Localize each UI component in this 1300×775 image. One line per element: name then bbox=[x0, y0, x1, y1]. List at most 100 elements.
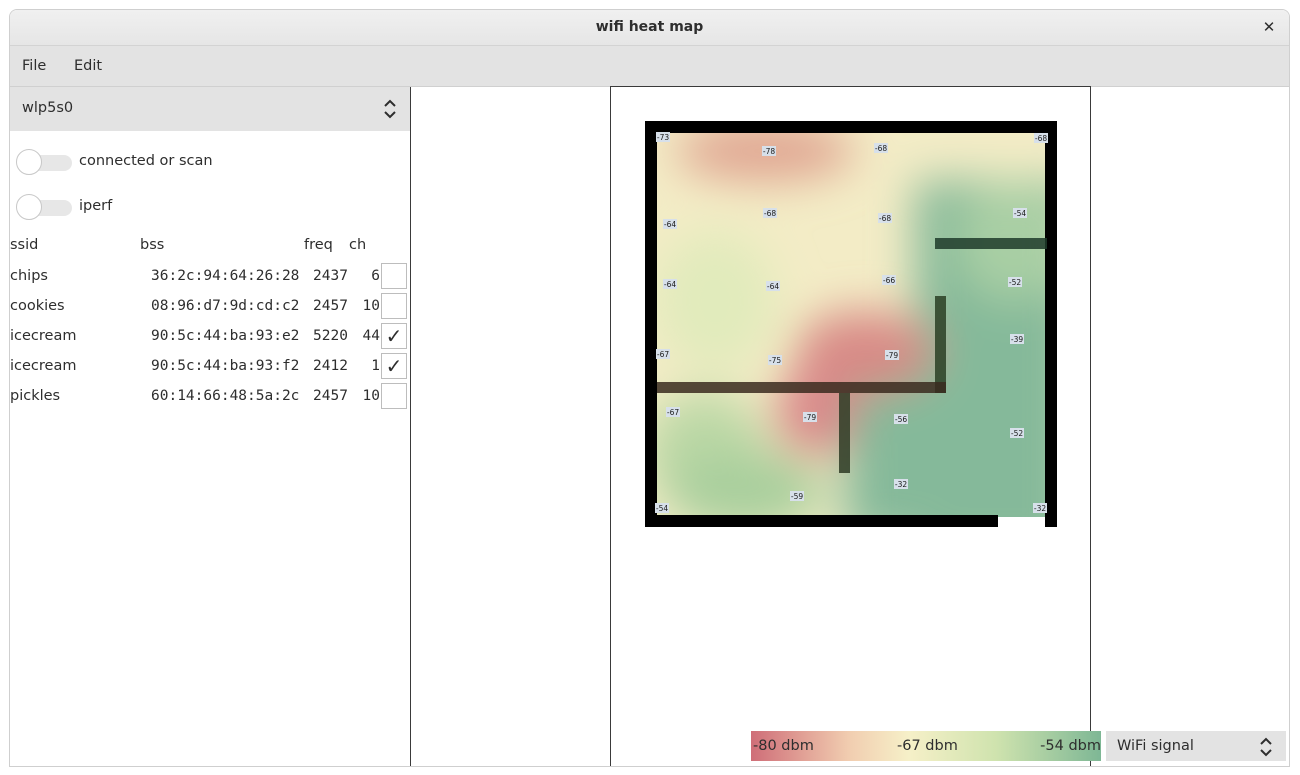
legend-mid-label: -67 dbm bbox=[897, 738, 958, 754]
channel-cell: 1 bbox=[371, 358, 380, 374]
ssid-cell: cookies bbox=[10, 298, 65, 314]
interface-select-value: wlp5s0 bbox=[22, 100, 74, 116]
channel-cell: 44 bbox=[362, 328, 380, 344]
connected-or-scan-label: connected or scan bbox=[79, 153, 213, 169]
signal-reading-label: -68 bbox=[874, 143, 888, 153]
ssid-cell: icecream bbox=[10, 328, 77, 344]
app-window: wifi heat map ✕ File Edit wlp5s0 connect… bbox=[9, 9, 1290, 767]
bss-cell: 60:14:66:48:5a:2c bbox=[151, 388, 300, 404]
signal-legend: -80 dbm -67 dbm -54 dbm bbox=[751, 731, 1101, 761]
table-row[interactable]: chips 36:2c:94:64:26:28 2437 6 bbox=[10, 261, 410, 291]
toggle-knob bbox=[16, 194, 42, 220]
floorplan-canvas[interactable]: -73 -78 -68 -68 -64 -68 -68 -54 -64 -64 -66 -52 -67 -… bbox=[610, 86, 1091, 766]
svg-text:-68: -68 bbox=[1035, 134, 1047, 143]
signal-reading-label: -32 bbox=[1033, 503, 1047, 513]
svg-text:-67: -67 bbox=[657, 350, 669, 359]
signal-reading-label: -79 bbox=[803, 412, 817, 422]
bss-cell: 36:2c:94:64:26:28 bbox=[151, 268, 300, 284]
select-checkbox[interactable] bbox=[381, 293, 407, 319]
signal-reading-label: -64 bbox=[663, 279, 677, 289]
signal-reading-label: -75 bbox=[768, 355, 782, 365]
svg-text:-54: -54 bbox=[656, 504, 668, 513]
channel-cell: 10 bbox=[362, 298, 380, 314]
signal-reading-label: -52 bbox=[1008, 277, 1022, 287]
signal-reading-label: -32 bbox=[894, 479, 908, 489]
connected-or-scan-toggle[interactable] bbox=[16, 149, 72, 175]
select-checkbox[interactable]: ✓ bbox=[381, 353, 407, 379]
svg-text:-39: -39 bbox=[1011, 335, 1023, 344]
svg-text:-78: -78 bbox=[763, 147, 775, 156]
signal-reading-label: -67 bbox=[666, 407, 680, 417]
bss-cell: 90:5c:44:ba:93:e2 bbox=[151, 328, 300, 344]
channel-cell: 10 bbox=[362, 388, 380, 404]
signal-reading-label: -68 bbox=[1034, 133, 1048, 143]
svg-text:-59: -59 bbox=[791, 492, 803, 501]
signal-reading-label: -68 bbox=[763, 208, 777, 218]
signal-reading-label: -78 bbox=[762, 146, 776, 156]
freq-cell: 2412 bbox=[313, 358, 348, 374]
ssid-cell: chips bbox=[10, 268, 48, 284]
svg-text:-32: -32 bbox=[1034, 504, 1046, 513]
column-header-ch[interactable]: ch bbox=[349, 237, 367, 253]
heatmap[interactable] bbox=[645, 121, 1057, 527]
checkmark-icon: ✓ bbox=[385, 354, 403, 378]
signal-reading-label: -52 bbox=[1010, 428, 1024, 438]
svg-text:-52: -52 bbox=[1011, 429, 1023, 438]
svg-text:-64: -64 bbox=[664, 220, 676, 229]
column-header-ssid[interactable]: ssid bbox=[10, 237, 39, 253]
svg-text:-75: -75 bbox=[769, 356, 781, 365]
select-arrows-icon bbox=[384, 99, 396, 119]
toggle-knob bbox=[16, 149, 42, 175]
table-row[interactable]: icecream 90:5c:44:ba:93:e2 5220 44 ✓ bbox=[10, 321, 410, 351]
svg-text:-52: -52 bbox=[1009, 278, 1021, 287]
table-row[interactable]: icecream 90:5c:44:ba:93:f2 2412 1 ✓ bbox=[10, 351, 410, 381]
table-row[interactable]: cookies 08:96:d7:9d:cd:c2 2457 10 bbox=[10, 291, 410, 321]
signal-reading-label: -66 bbox=[882, 275, 896, 285]
select-checkbox[interactable] bbox=[381, 263, 407, 289]
signal-readings: -73 -78 -68 -68 -64 -68 -68 -54 -64 -64 -66 -52 -67 -… bbox=[655, 132, 1048, 513]
bss-cell: 90:5c:44:ba:93:f2 bbox=[151, 358, 300, 374]
select-checkbox[interactable] bbox=[381, 383, 407, 409]
menubar: File Edit bbox=[10, 46, 1289, 87]
freq-cell: 5220 bbox=[313, 328, 348, 344]
iperf-toggle[interactable] bbox=[16, 194, 72, 220]
svg-text:-79: -79 bbox=[886, 351, 898, 360]
signal-reading-label: -68 bbox=[878, 213, 892, 223]
freq-cell: 2457 bbox=[313, 388, 348, 404]
window-title: wifi heat map bbox=[595, 19, 704, 35]
signal-reading-label: -39 bbox=[1010, 334, 1024, 344]
svg-text:-54: -54 bbox=[1014, 209, 1026, 218]
channel-cell: 6 bbox=[371, 268, 380, 284]
ssid-cell: pickles bbox=[10, 388, 61, 404]
floorplan-walls bbox=[645, 121, 1057, 527]
freq-cell: 2457 bbox=[313, 298, 348, 314]
freq-cell: 2437 bbox=[313, 268, 348, 284]
left-pane: wlp5s0 connected or scan iperf ssid bss … bbox=[10, 87, 411, 766]
legend-low-label: -80 dbm bbox=[753, 738, 814, 754]
legend-high-label: -54 dbm bbox=[1040, 738, 1101, 754]
svg-text:-66: -66 bbox=[883, 276, 895, 285]
menu-edit[interactable]: Edit bbox=[74, 58, 103, 74]
svg-text:-68: -68 bbox=[879, 214, 891, 223]
iperf-label: iperf bbox=[79, 198, 113, 214]
close-button[interactable]: ✕ bbox=[1262, 18, 1276, 36]
metric-select-value: WiFi signal bbox=[1117, 738, 1194, 754]
titlebar: wifi heat map ✕ bbox=[10, 10, 1289, 46]
column-header-bss[interactable]: bss bbox=[140, 237, 165, 253]
bss-cell: 08:96:d7:9d:cd:c2 bbox=[151, 298, 300, 314]
signal-reading-label: -54 bbox=[1013, 208, 1027, 218]
table-row[interactable]: pickles 60:14:66:48:5a:2c 2457 10 bbox=[10, 381, 410, 411]
svg-text:-56: -56 bbox=[895, 415, 907, 424]
signal-reading-label: -59 bbox=[790, 491, 804, 501]
signal-reading-label: -73 bbox=[656, 132, 670, 142]
column-header-freq[interactable]: freq bbox=[304, 237, 333, 253]
select-arrows-icon bbox=[1260, 737, 1272, 757]
interface-select[interactable]: wlp5s0 bbox=[10, 87, 410, 131]
svg-text:-64: -64 bbox=[664, 280, 676, 289]
svg-text:-68: -68 bbox=[875, 144, 887, 153]
svg-text:-68: -68 bbox=[764, 209, 776, 218]
metric-select[interactable]: WiFi signal bbox=[1106, 731, 1286, 761]
svg-text:-79: -79 bbox=[804, 413, 816, 422]
menu-file[interactable]: File bbox=[22, 58, 47, 74]
select-checkbox[interactable]: ✓ bbox=[381, 323, 407, 349]
